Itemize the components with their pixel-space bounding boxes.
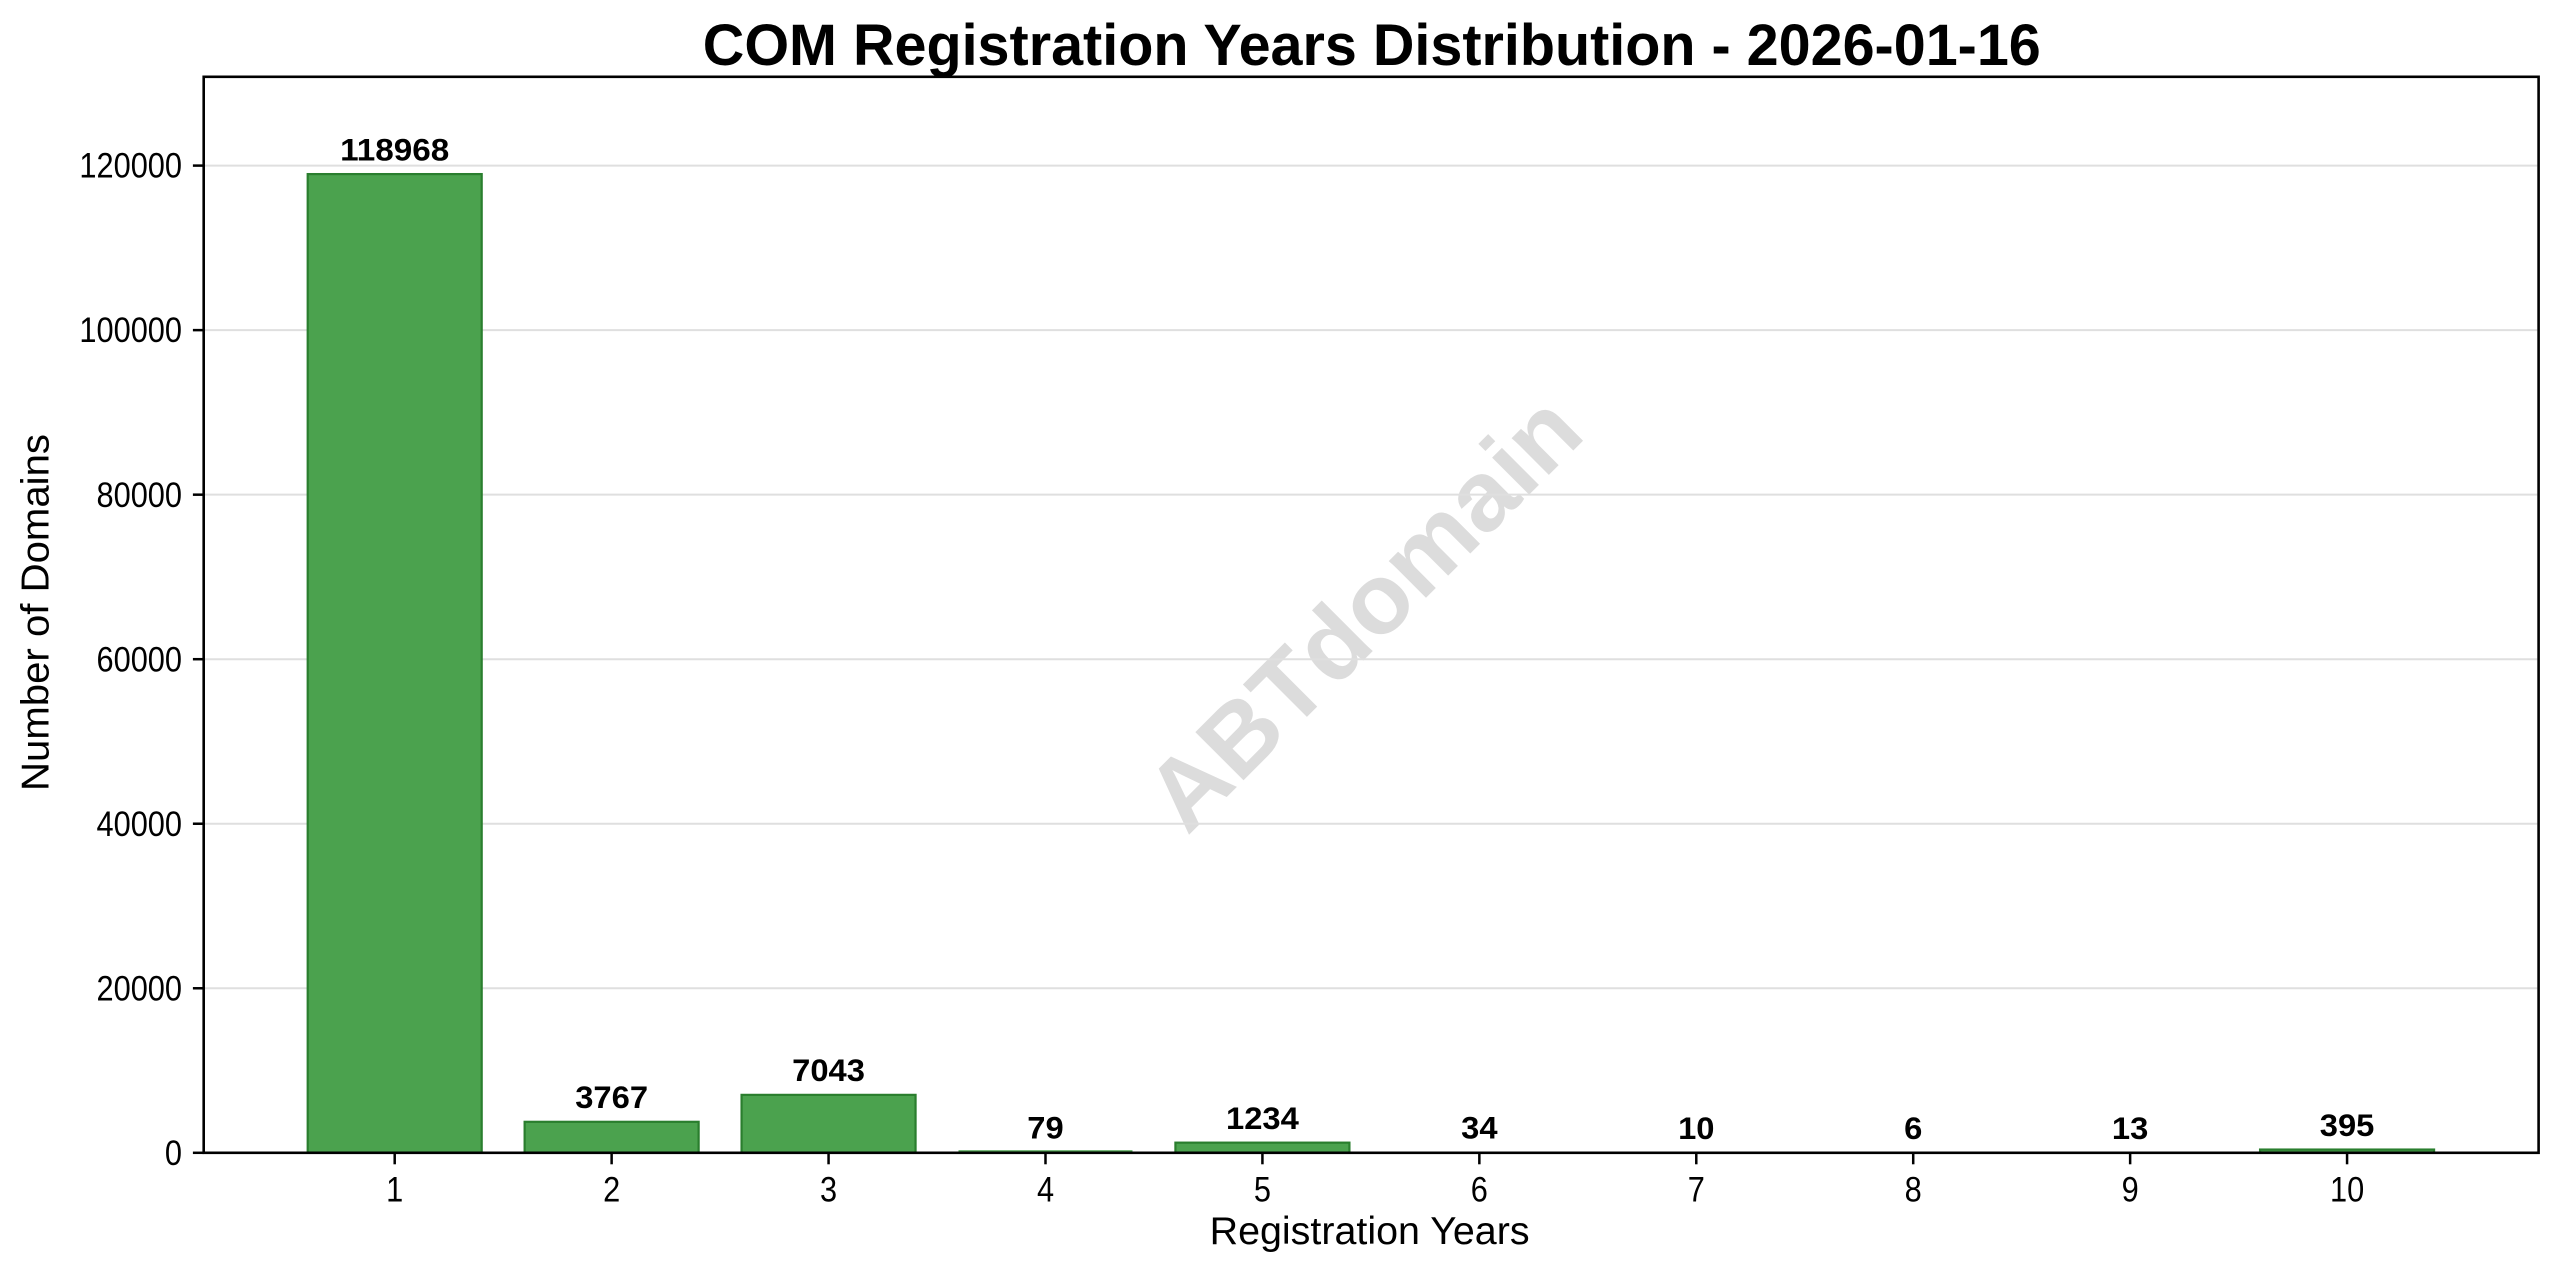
- svg-text:395: 395: [2320, 1107, 2375, 1143]
- svg-text:Registration Years: Registration Years: [1210, 1210, 1530, 1253]
- svg-text:6: 6: [1904, 1110, 1922, 1146]
- svg-text:2: 2: [603, 1170, 620, 1209]
- svg-text:6: 6: [1471, 1170, 1488, 1209]
- svg-text:34: 34: [1461, 1110, 1498, 1146]
- svg-text:8: 8: [1905, 1170, 1922, 1209]
- svg-text:COM Registration Years Distrib: COM Registration Years Distribution - 20…: [703, 13, 2041, 78]
- svg-text:7: 7: [1688, 1170, 1705, 1209]
- svg-text:Number of Domains: Number of Domains: [15, 434, 58, 791]
- svg-text:4: 4: [1037, 1170, 1054, 1209]
- svg-text:3: 3: [820, 1170, 837, 1209]
- svg-text:60000: 60000: [97, 640, 183, 679]
- svg-text:0: 0: [165, 1134, 182, 1173]
- svg-text:20000: 20000: [97, 969, 183, 1008]
- svg-text:79: 79: [1027, 1109, 1063, 1145]
- svg-text:1: 1: [386, 1170, 403, 1209]
- svg-text:10: 10: [1678, 1110, 1714, 1146]
- svg-text:13: 13: [2112, 1110, 2148, 1146]
- svg-text:10: 10: [2330, 1170, 2364, 1209]
- svg-text:40000: 40000: [97, 805, 183, 844]
- svg-text:3767: 3767: [575, 1079, 648, 1115]
- svg-text:118968: 118968: [340, 131, 449, 167]
- svg-text:1234: 1234: [1226, 1100, 1299, 1136]
- svg-text:9: 9: [2122, 1170, 2139, 1209]
- svg-text:5: 5: [1254, 1170, 1271, 1209]
- svg-text:80000: 80000: [97, 476, 183, 515]
- svg-text:120000: 120000: [79, 147, 182, 186]
- svg-text:100000: 100000: [79, 311, 182, 350]
- svg-text:7043: 7043: [792, 1052, 865, 1088]
